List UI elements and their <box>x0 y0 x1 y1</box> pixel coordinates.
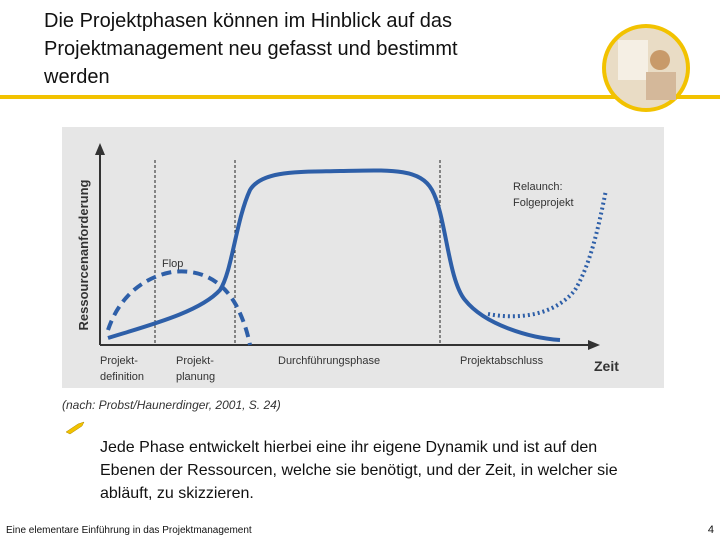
phase-label: planung <box>176 371 215 383</box>
x-axis-label: Zeit <box>594 358 619 374</box>
phase-label: Projekt- <box>100 355 138 367</box>
phase-dividers <box>154 160 441 345</box>
phase-label: definition <box>100 371 144 383</box>
phase-label: Durchführungsphase <box>278 355 380 367</box>
photo-detail <box>646 72 676 100</box>
footer-text: Eine elementare Einführung in das Projek… <box>6 525 252 536</box>
bullet-text: Jede Phase entwickelt hierbei eine ihr e… <box>100 439 597 456</box>
relaunch-label: Relaunch: <box>513 181 563 193</box>
source-note: (nach: Probst/Haunerdinger, 2001, S. 24) <box>62 398 281 412</box>
title-rule <box>0 95 720 99</box>
flop-label: Flop <box>162 258 183 270</box>
photo-detail <box>650 50 670 70</box>
y-arrow <box>95 143 105 155</box>
bullet-text: Ebenen der Ressourcen, welche sie benöti… <box>100 462 618 479</box>
phase-label: Projekt- <box>176 355 214 367</box>
title-line: werden <box>43 66 110 88</box>
phase-label: Projektabschluss <box>460 355 544 367</box>
x-arrow <box>588 340 600 350</box>
y-axis-label: Ressourcenanforderung <box>76 179 91 330</box>
relaunch-label: Folgeprojekt <box>513 197 574 209</box>
photo-detail <box>618 40 648 80</box>
page-number: 4 <box>708 524 714 536</box>
title-line: Projektmanagement neu gefasst und bestim… <box>44 38 458 60</box>
diagram-background <box>62 127 664 388</box>
title-line: Die Projektphasen können im Hinblick auf… <box>44 10 452 32</box>
bullet-icon <box>65 421 85 435</box>
project-curve <box>107 168 561 342</box>
bullet-text: abläuft, zu skizzieren. <box>100 485 254 502</box>
relaunch-curve <box>487 189 608 319</box>
